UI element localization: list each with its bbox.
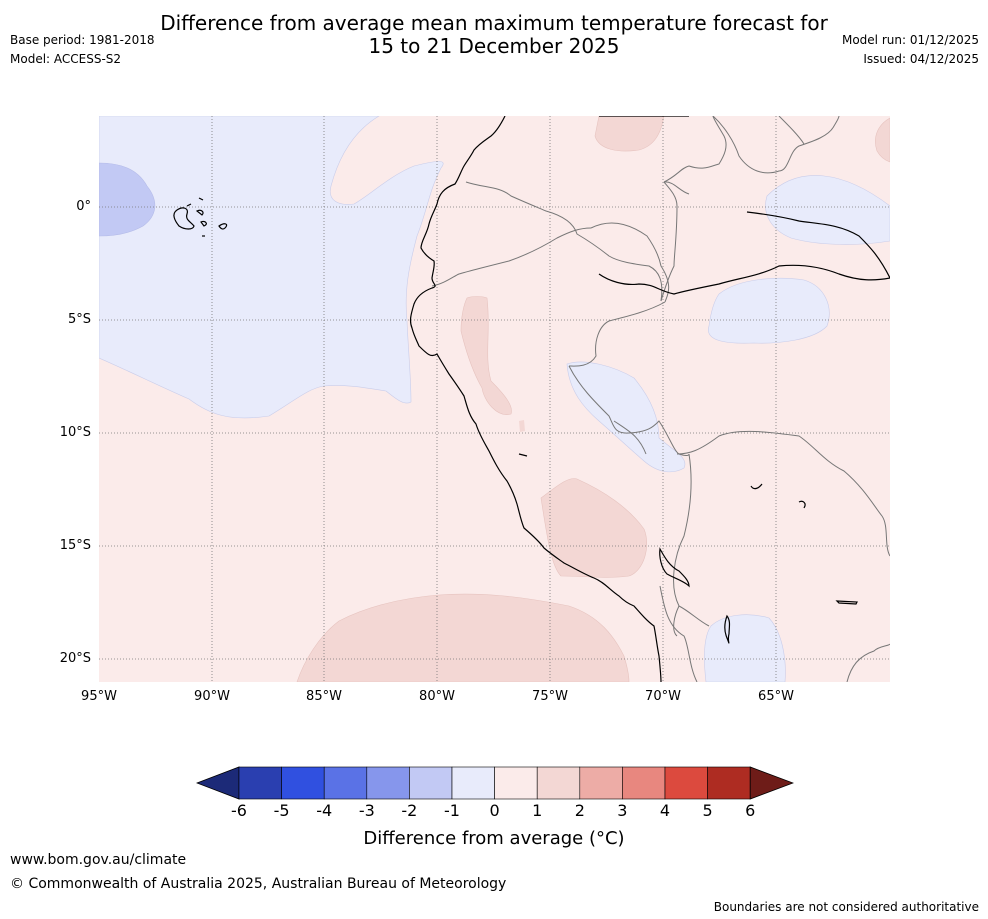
title-line-2: 15 to 21 December 2025 xyxy=(368,34,620,58)
chart-title: Difference from average mean maximum tem… xyxy=(0,12,988,58)
colorbar-tick-label: 5 xyxy=(702,801,713,820)
colorbar-swatch xyxy=(494,766,538,800)
colorbar-swatch xyxy=(664,766,708,800)
lat-label-5s: 5°S xyxy=(67,312,91,327)
anomaly-region-cool-galapagos xyxy=(99,162,156,237)
coastlines xyxy=(409,116,890,682)
colorbar-tick-label: -3 xyxy=(358,801,375,820)
colorbar-tick-label: 2 xyxy=(574,801,585,820)
graticule xyxy=(99,116,890,682)
country-borders xyxy=(431,116,890,682)
colorbar-tick-label: -4 xyxy=(316,801,333,820)
colorbar-swatch xyxy=(451,766,495,800)
issued-date: Issued: 04/12/2025 xyxy=(863,52,979,66)
anomaly-region-warm-ne-corner xyxy=(875,117,890,163)
colorbar-tick-label: 3 xyxy=(617,801,628,820)
title-line-1: Difference from average mean maximum tem… xyxy=(160,11,828,35)
lon-label-90w: 90°W xyxy=(194,689,230,704)
colorbar-tick-label: -1 xyxy=(444,801,460,820)
anomaly-region-warm-colombia xyxy=(594,116,665,152)
colorbar-tick-label: -2 xyxy=(401,801,418,820)
colorbar-tick-label: 6 xyxy=(745,801,756,820)
anomaly-region-cool-bolivia xyxy=(704,614,786,682)
colorbar-swatch xyxy=(409,766,453,800)
anomaly-region-warm-north-peru xyxy=(460,296,512,415)
lat-label-10s: 10°S xyxy=(59,425,91,440)
colorbar-swatch xyxy=(238,766,282,800)
lon-label-65w: 65°W xyxy=(758,689,794,704)
model-name: Model: ACCESS-S2 xyxy=(10,52,122,66)
lat-label-0: 0° xyxy=(76,199,91,214)
lon-label-75w: 75°W xyxy=(532,689,568,704)
colorbar-swatch xyxy=(366,766,410,800)
colorbar-tick-label: 1 xyxy=(532,801,543,820)
colorbar-tick-label: 4 xyxy=(659,801,671,820)
colorbar-extend-high xyxy=(749,766,794,800)
colorbar-tick-label: -5 xyxy=(273,801,290,820)
anomaly-region-warm-lake xyxy=(519,420,525,432)
colorbar-swatch xyxy=(536,766,581,800)
colorbar-swatch xyxy=(579,766,623,800)
anomaly-region-cool-amazon xyxy=(708,277,830,344)
base-period: Base period: 1981-2018 xyxy=(10,33,155,47)
lon-label-70w: 70°W xyxy=(645,689,681,704)
colorbar-swatch xyxy=(622,766,666,800)
galapagos-islands xyxy=(173,197,228,237)
colorbar-swatch xyxy=(707,766,751,800)
lat-label-20s: 20°S xyxy=(59,651,91,666)
colorbar-extend-low xyxy=(196,766,240,800)
anomaly-region-warm-south-peru xyxy=(540,478,648,578)
anomaly-region-cool-amazon-north xyxy=(765,175,890,245)
footer-disclaimer: Boundaries are not considered authoritat… xyxy=(713,900,979,914)
colorbar xyxy=(196,766,794,800)
colorbar-swatch xyxy=(323,766,368,800)
lon-label-95w: 95°W xyxy=(81,689,117,704)
anomaly-region-cool-peru xyxy=(566,361,686,473)
map-panel xyxy=(99,116,890,682)
lon-label-80w: 80°W xyxy=(419,689,455,704)
lat-label-15s: 15°S xyxy=(59,538,91,553)
footer-copyright: © Commonwealth of Australia 2025, Austra… xyxy=(10,876,507,892)
footer-url[interactable]: www.bom.gov.au/climate xyxy=(10,852,187,868)
anomaly-region-warm-pacific-south xyxy=(296,593,630,682)
colorbar-tick-label: -6 xyxy=(231,801,247,820)
model-run: Model run: 01/12/2025 xyxy=(841,33,979,47)
colorbar-label: Difference from average (°C) xyxy=(363,828,625,849)
anomaly-region-cool-pacific xyxy=(99,116,444,419)
colorbar-swatch xyxy=(281,766,325,800)
lon-label-85w: 85°W xyxy=(306,689,342,704)
colorbar-tick-label: 0 xyxy=(489,801,500,820)
